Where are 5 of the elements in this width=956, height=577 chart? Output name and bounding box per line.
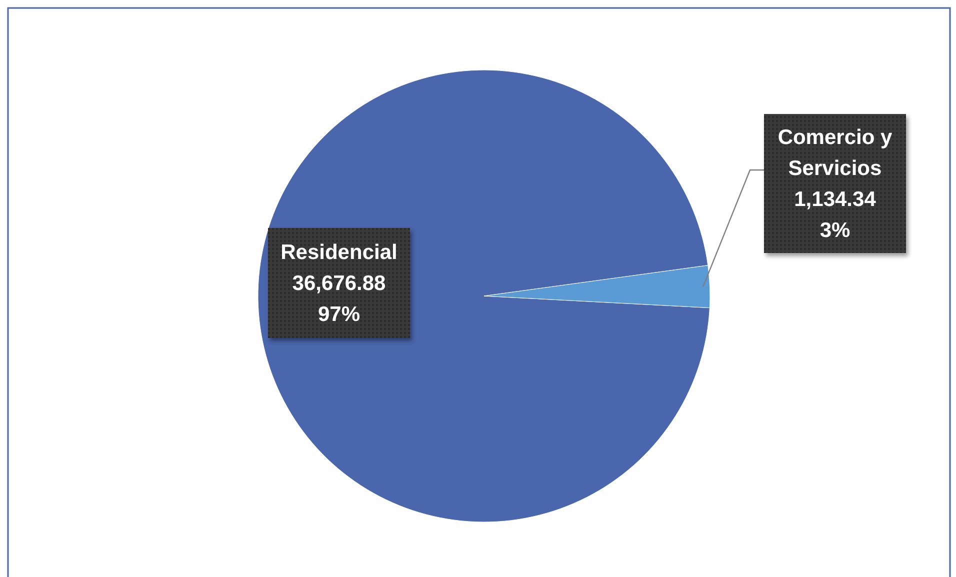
- data-label: 1,134.34 3%: [794, 188, 876, 242]
- slice-label: Residencial: [280, 240, 398, 264]
- pie-slice: [258, 70, 710, 522]
- data-label: 36,676.88 97%: [292, 272, 386, 326]
- slice-label: Comercio y Servicios: [778, 126, 893, 180]
